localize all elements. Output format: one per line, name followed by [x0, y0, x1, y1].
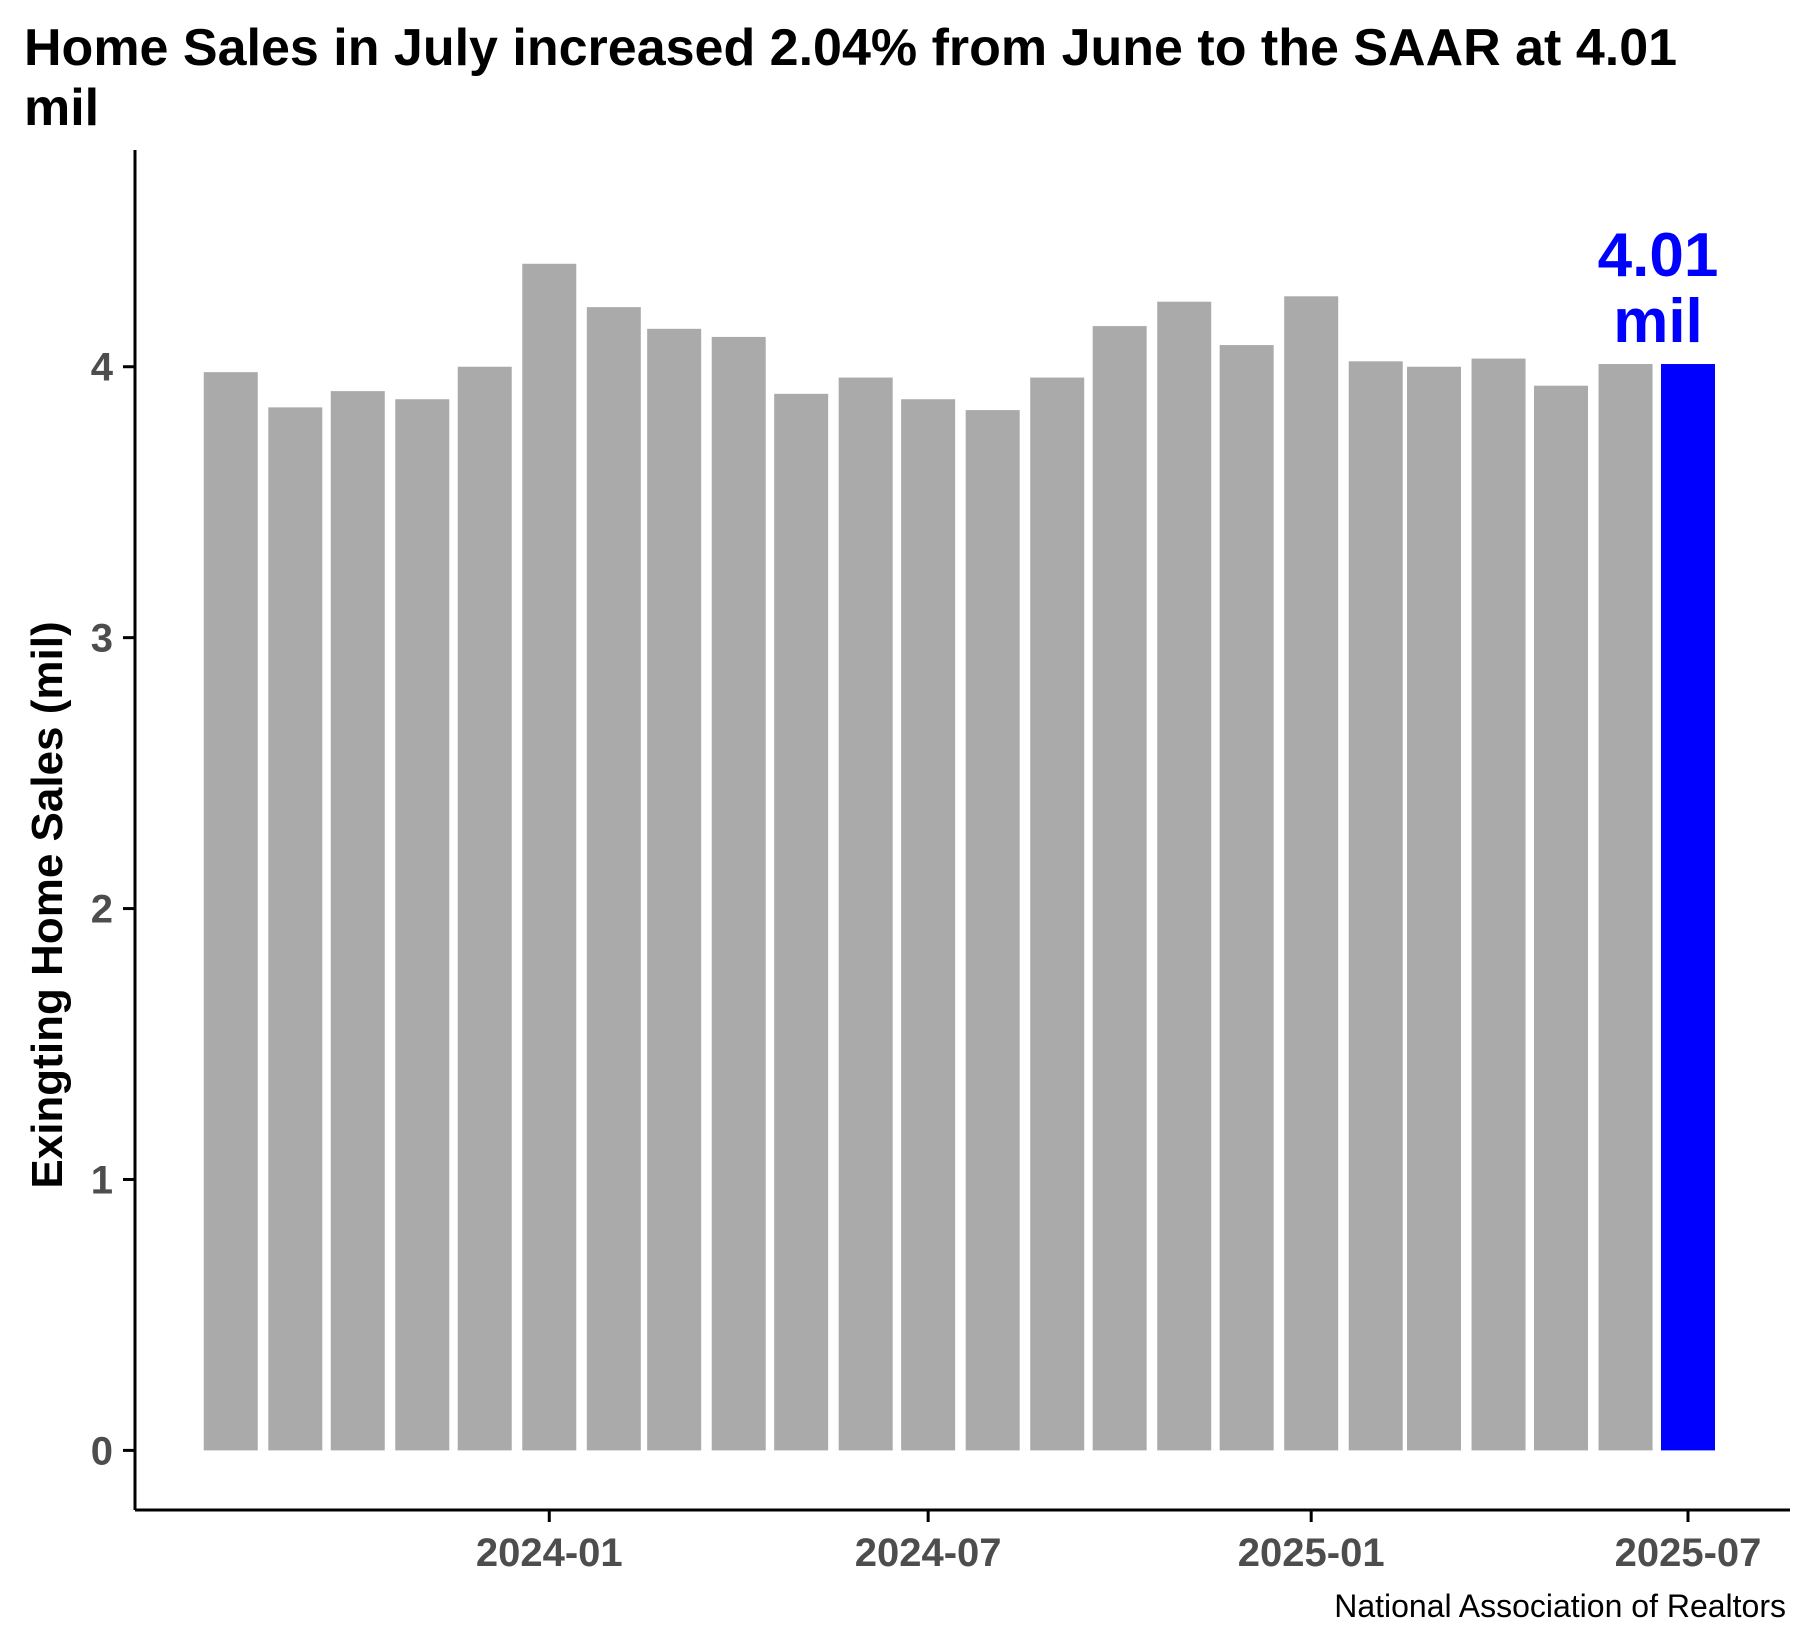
bar-2024-03 [647, 328, 702, 1451]
x-tick-label-2025-01: 2025-01 [1238, 1531, 1385, 1575]
bar-2025-02 [1348, 361, 1403, 1451]
x-tick-label-2025-07: 2025-07 [1615, 1531, 1762, 1575]
y-tick-label-0: 0 [91, 1429, 113, 1473]
bar-highlight-2025-07 [1660, 364, 1715, 1451]
x-tick-label-2024-01: 2024-01 [476, 1531, 623, 1575]
bar-2023-08 [203, 372, 258, 1451]
bar-2024-11 [1157, 301, 1212, 1451]
bar-2025-03 [1407, 366, 1462, 1451]
x-tick-label-2024-07: 2024-07 [855, 1531, 1002, 1575]
bar-2023-10 [330, 391, 385, 1451]
y-tick-label-2: 2 [91, 888, 113, 932]
bar-2024-06 [838, 377, 893, 1451]
bar-2025-04 [1471, 358, 1526, 1451]
chart-title: Home Sales in July increased 2.04% from … [24, 19, 1678, 137]
bar-2025-06 [1598, 364, 1653, 1451]
bar-2024-07 [901, 399, 956, 1451]
bar-2023-11 [395, 399, 450, 1451]
bar-2024-10 [1092, 326, 1147, 1451]
bar-2024-12 [1219, 345, 1274, 1451]
bar-2024-04 [711, 336, 766, 1451]
bar-2023-12 [457, 366, 512, 1451]
highlight-value-label: 4.01 [1598, 221, 1719, 290]
bar-2023-09 [268, 407, 323, 1451]
bar-2024-08 [965, 410, 1020, 1451]
y-tick-label-3: 3 [91, 617, 113, 661]
bar-2025-01 [1284, 296, 1339, 1451]
source-caption: National Association of Realtors [1334, 1588, 1786, 1624]
bar-2024-01 [522, 263, 577, 1451]
bar-2025-05 [1534, 385, 1589, 1451]
y-tick-label-1: 1 [91, 1158, 113, 1202]
bar-2024-02 [586, 307, 641, 1451]
y-tick-label-4: 4 [91, 346, 114, 390]
highlight-unit-label: mil [1613, 287, 1703, 356]
bar-2024-09 [1030, 377, 1085, 1451]
bar-2024-05 [774, 393, 829, 1451]
